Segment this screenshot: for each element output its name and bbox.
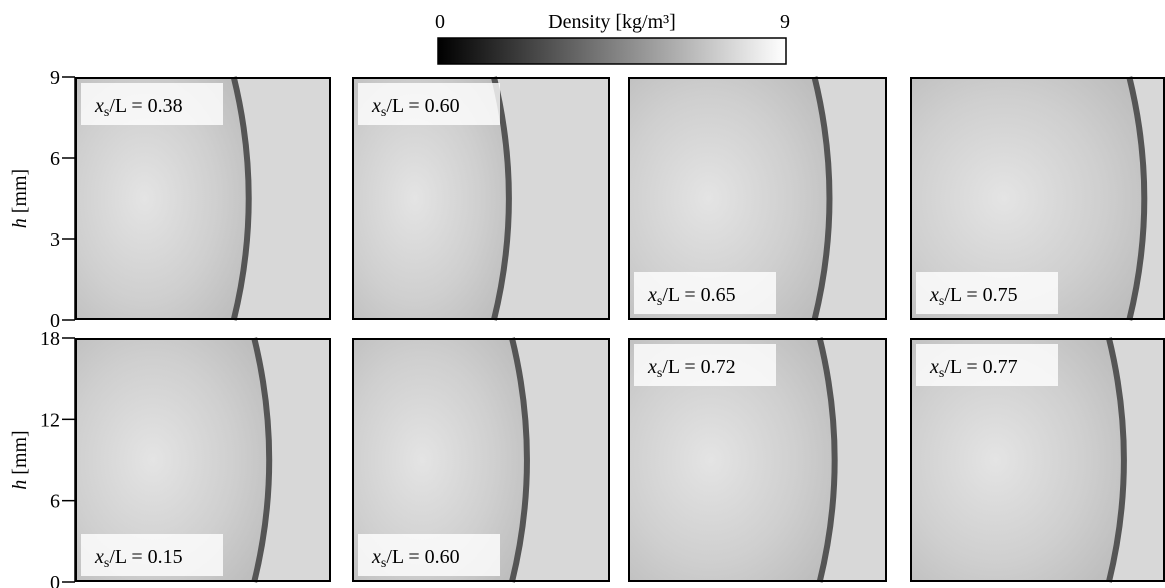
panel: xs/L = 0.77	[910, 338, 1165, 582]
label-var: x	[929, 284, 939, 306]
colorbar	[438, 38, 786, 64]
y-tick-label: 12	[40, 409, 60, 431]
panel: xs/L = 0.72	[628, 338, 887, 582]
label-value: 0.65	[701, 284, 736, 306]
label-value: 0.60	[425, 546, 460, 568]
label-var: x	[647, 284, 657, 306]
label-rest: /L =	[662, 284, 700, 306]
label-var: x	[647, 356, 657, 378]
label-value: 0.77	[983, 356, 1018, 378]
label-rest: /L =	[109, 95, 147, 117]
label-var: x	[371, 546, 381, 568]
label-value: 0.15	[148, 546, 183, 568]
label-var: x	[371, 95, 381, 117]
label-value: 0.38	[148, 95, 183, 117]
y-tick-label: 0	[50, 572, 60, 588]
y-unit: [mm]	[9, 430, 31, 474]
y-tick-label: 6	[50, 148, 60, 170]
y-tick-label: 18	[40, 328, 60, 350]
panel: xs/L = 0.65	[628, 77, 887, 320]
panel: xs/L = 0.38	[75, 77, 331, 320]
label-rest: /L =	[662, 356, 700, 378]
figure: 0 9 Density [kg/m³] 0 3 6 9 h [mm] xs/L = 0.3…	[0, 0, 1165, 588]
label-rest: /L =	[109, 546, 147, 568]
y-var: h	[9, 480, 31, 490]
label-var: x	[94, 546, 104, 568]
y-var: h	[9, 218, 31, 228]
label-rest: /L =	[944, 356, 982, 378]
panel: xs/L = 0.60	[352, 77, 610, 320]
y-axis-label: h [mm]	[9, 169, 31, 228]
panel: xs/L = 0.60	[352, 338, 610, 582]
colorbar-label: Density [kg/m³]	[548, 11, 676, 33]
label-value: 0.60	[425, 95, 460, 117]
y-axis-label: h [mm]	[9, 430, 31, 489]
label-value: 0.72	[701, 356, 736, 378]
y-tick-label: 6	[50, 491, 60, 513]
panel: xs/L = 0.75	[910, 77, 1165, 320]
label-rest: /L =	[386, 95, 424, 117]
label-value: 0.75	[983, 284, 1018, 306]
label-rest: /L =	[944, 284, 982, 306]
label-rest: /L =	[386, 546, 424, 568]
y-tick-label: 9	[50, 67, 60, 89]
y-tick-label: 3	[50, 229, 60, 251]
label-var: x	[929, 356, 939, 378]
label-var: x	[94, 95, 104, 117]
colorbar-min: 0	[435, 11, 445, 33]
panel: xs/L = 0.15	[75, 338, 331, 582]
y-unit: [mm]	[9, 169, 31, 213]
colorbar-max: 9	[780, 11, 790, 33]
